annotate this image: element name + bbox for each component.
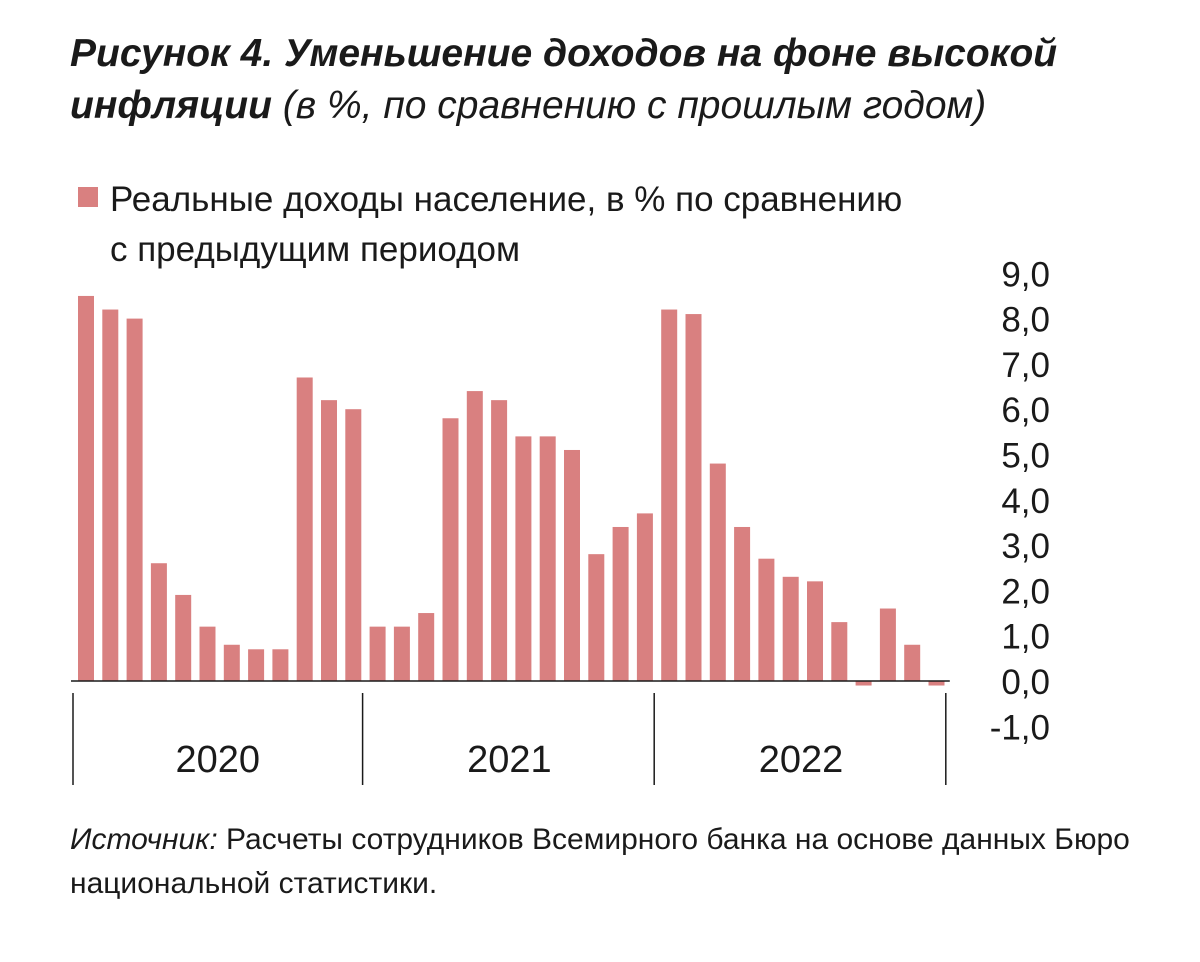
bar <box>248 649 265 681</box>
legend-swatch <box>78 187 98 207</box>
y-tick-label: 3,0 <box>1001 527 1050 566</box>
chart-legend: Реальные доходы население, в % по сравне… <box>78 175 1078 275</box>
chart-title: Рисунок 4. Уменьшение доходов на фоне вы… <box>70 28 1170 132</box>
bar <box>418 613 435 681</box>
y-tick-label: -1,0 <box>990 708 1050 747</box>
x-group-label: 2021 <box>467 739 552 781</box>
chart-source: Источник: Расчеты сотрудников Всемирного… <box>70 818 1150 906</box>
bar <box>807 581 823 681</box>
source-label: Источник: <box>70 823 218 856</box>
bar <box>150 563 167 681</box>
bar <box>928 681 945 686</box>
bar <box>758 558 775 681</box>
bar <box>102 309 119 681</box>
bar <box>564 449 580 681</box>
y-tick-label: 4,0 <box>1001 482 1050 521</box>
bar <box>782 576 799 681</box>
source-text: Расчеты сотрудников Всемирного банка на … <box>70 823 1130 900</box>
bar <box>126 318 143 681</box>
bar <box>539 436 556 681</box>
chart-subtitle: (в %, по сравнению с прошлым годом) <box>282 84 987 127</box>
bar <box>612 526 629 681</box>
x-group-label: 2020 <box>176 739 261 781</box>
bar <box>491 400 508 681</box>
y-tick-label: 0,0 <box>1001 663 1050 702</box>
x-group-label: 2022 <box>759 739 844 781</box>
bar <box>734 526 751 681</box>
bar <box>636 513 653 681</box>
legend-entry: Реальные доходы население, в % по сравне… <box>78 175 1078 225</box>
bar <box>369 626 386 681</box>
bar <box>296 377 313 681</box>
y-tick-label: 5,0 <box>1001 437 1050 476</box>
bar <box>345 409 362 681</box>
bar <box>466 391 483 681</box>
bar <box>272 649 289 681</box>
bar <box>393 626 410 681</box>
y-tick-label: 1,0 <box>1001 618 1050 657</box>
bar <box>588 554 605 681</box>
bar <box>879 608 896 681</box>
bar <box>709 463 726 681</box>
bar <box>78 295 94 681</box>
legend-label-line2: с предыдущим периодом <box>110 230 521 269</box>
legend-label-line1: Реальные доходы население, в % по сравне… <box>110 180 903 219</box>
bar <box>321 400 337 681</box>
bar <box>661 309 678 681</box>
bar <box>442 418 459 681</box>
y-tick-label: 8,0 <box>1001 301 1050 340</box>
bar <box>515 436 532 681</box>
chart-title-main: Рисунок 4. Уменьшение доходов на фоне вы… <box>70 32 1058 127</box>
bar <box>199 626 216 681</box>
y-tick-label: 6,0 <box>1001 391 1050 430</box>
bar <box>175 594 192 681</box>
y-tick-label: 9,0 <box>1001 255 1050 294</box>
bar <box>685 314 702 681</box>
bar <box>904 644 921 681</box>
y-tick-label: 7,0 <box>1001 346 1050 385</box>
y-tick-label: 2,0 <box>1001 572 1050 611</box>
bar <box>223 644 240 681</box>
bar <box>855 681 872 686</box>
bar <box>831 622 848 681</box>
